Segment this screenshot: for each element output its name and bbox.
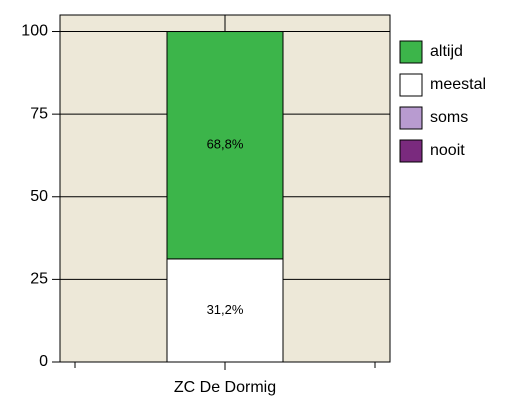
value-label: 68,8% [207, 137, 244, 152]
legend-swatch [399, 139, 423, 163]
y-tick-label: 50 [30, 188, 48, 205]
y-tick-label: 25 [30, 271, 48, 288]
y-tick-label: 0 [39, 353, 48, 370]
legend-label: altijd [430, 43, 463, 60]
legend-label: meestal [430, 76, 486, 93]
x-tick-label: ZC De Dormig [174, 379, 276, 396]
value-label: 31,2% [207, 302, 244, 317]
legend-label: soms [430, 109, 468, 126]
y-tick-label: 75 [30, 105, 48, 122]
y-tick-label: 100 [21, 23, 48, 40]
bar-segment [166, 258, 284, 363]
legend-label: nooit [430, 142, 465, 159]
legend-swatch [399, 106, 423, 130]
bar-segment [166, 31, 284, 260]
legend-swatch [399, 73, 423, 97]
legend-swatch [399, 40, 423, 64]
